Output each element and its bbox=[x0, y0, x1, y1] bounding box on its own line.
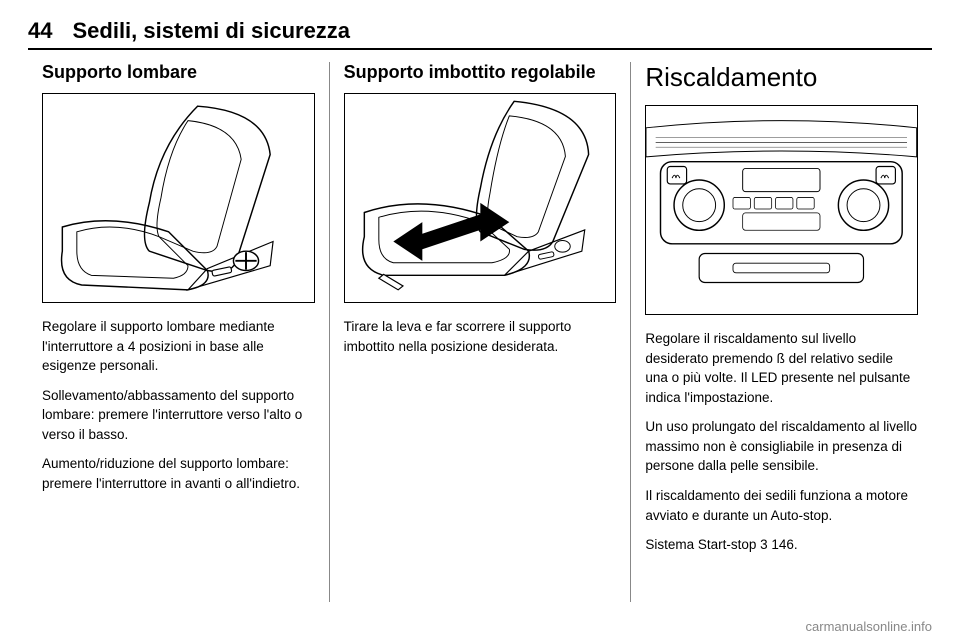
startstop-page: 146. bbox=[768, 537, 798, 552]
climate-panel-svg bbox=[646, 106, 917, 314]
col3-para4: Sistema Start-stop 3 146. bbox=[645, 535, 918, 555]
section-title-lumbar: Supporto lombare bbox=[42, 62, 315, 83]
section-title-heating: Riscaldamento bbox=[645, 62, 918, 93]
section-title-cushion: Supporto imbottito regolabile bbox=[344, 62, 617, 83]
col1-para2: Sollevamento/abbassamento del supporto l… bbox=[42, 386, 315, 445]
page-header: 44 Sedili, sistemi di sicurezza bbox=[28, 18, 932, 50]
manual-page: 44 Sedili, sistemi di sicurezza Supporto… bbox=[0, 0, 960, 642]
col1-para1: Regolare il supporto lombare mediante l'… bbox=[42, 317, 315, 376]
illustration-cushion-extend bbox=[344, 93, 617, 303]
column-layout: Supporto lombare bbox=[28, 62, 932, 602]
column-3: Riscaldamento bbox=[630, 62, 932, 602]
page-number: 44 bbox=[28, 18, 52, 44]
col3-para1: Regolare il riscaldamento sul livello de… bbox=[645, 329, 918, 407]
chapter-title: Sedili, sistemi di sicurezza bbox=[72, 18, 350, 44]
watermark-text: carmanualsonline.info bbox=[806, 619, 932, 634]
col3-para2: Un uso prolungato del riscaldamento al l… bbox=[645, 417, 918, 476]
startstop-prefix: Sistema Start-stop bbox=[645, 537, 760, 552]
column-2: Supporto imbottito regolabile bbox=[329, 62, 631, 602]
illustration-heating-panel bbox=[645, 105, 918, 315]
col1-para3: Aumento/riduzione del supporto lombare: … bbox=[42, 454, 315, 493]
col2-para1: Tirare la leva e far scorrere il support… bbox=[344, 317, 617, 356]
illustration-lumbar-switch bbox=[42, 93, 315, 303]
seat-cushion-svg bbox=[345, 94, 616, 302]
seat-lumbar-svg bbox=[43, 94, 314, 302]
reference-arrow-icon: 3 bbox=[760, 537, 768, 552]
col3-para3: Il riscaldamento dei sedili funziona a m… bbox=[645, 486, 918, 525]
column-1: Supporto lombare bbox=[28, 62, 329, 602]
